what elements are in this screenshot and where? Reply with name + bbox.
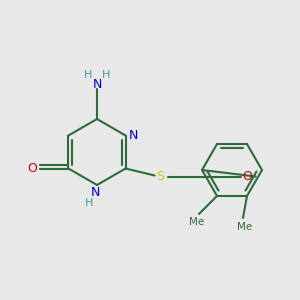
Text: N: N <box>90 187 100 200</box>
Text: Me: Me <box>237 222 253 232</box>
Text: N: N <box>92 79 102 92</box>
Text: Me: Me <box>189 217 205 227</box>
Text: H: H <box>85 198 93 208</box>
Text: S: S <box>157 170 165 183</box>
Text: H: H <box>84 70 92 80</box>
Text: H: H <box>102 70 110 80</box>
Text: O: O <box>28 162 38 175</box>
Text: N: N <box>129 129 138 142</box>
Text: O: O <box>243 170 253 183</box>
